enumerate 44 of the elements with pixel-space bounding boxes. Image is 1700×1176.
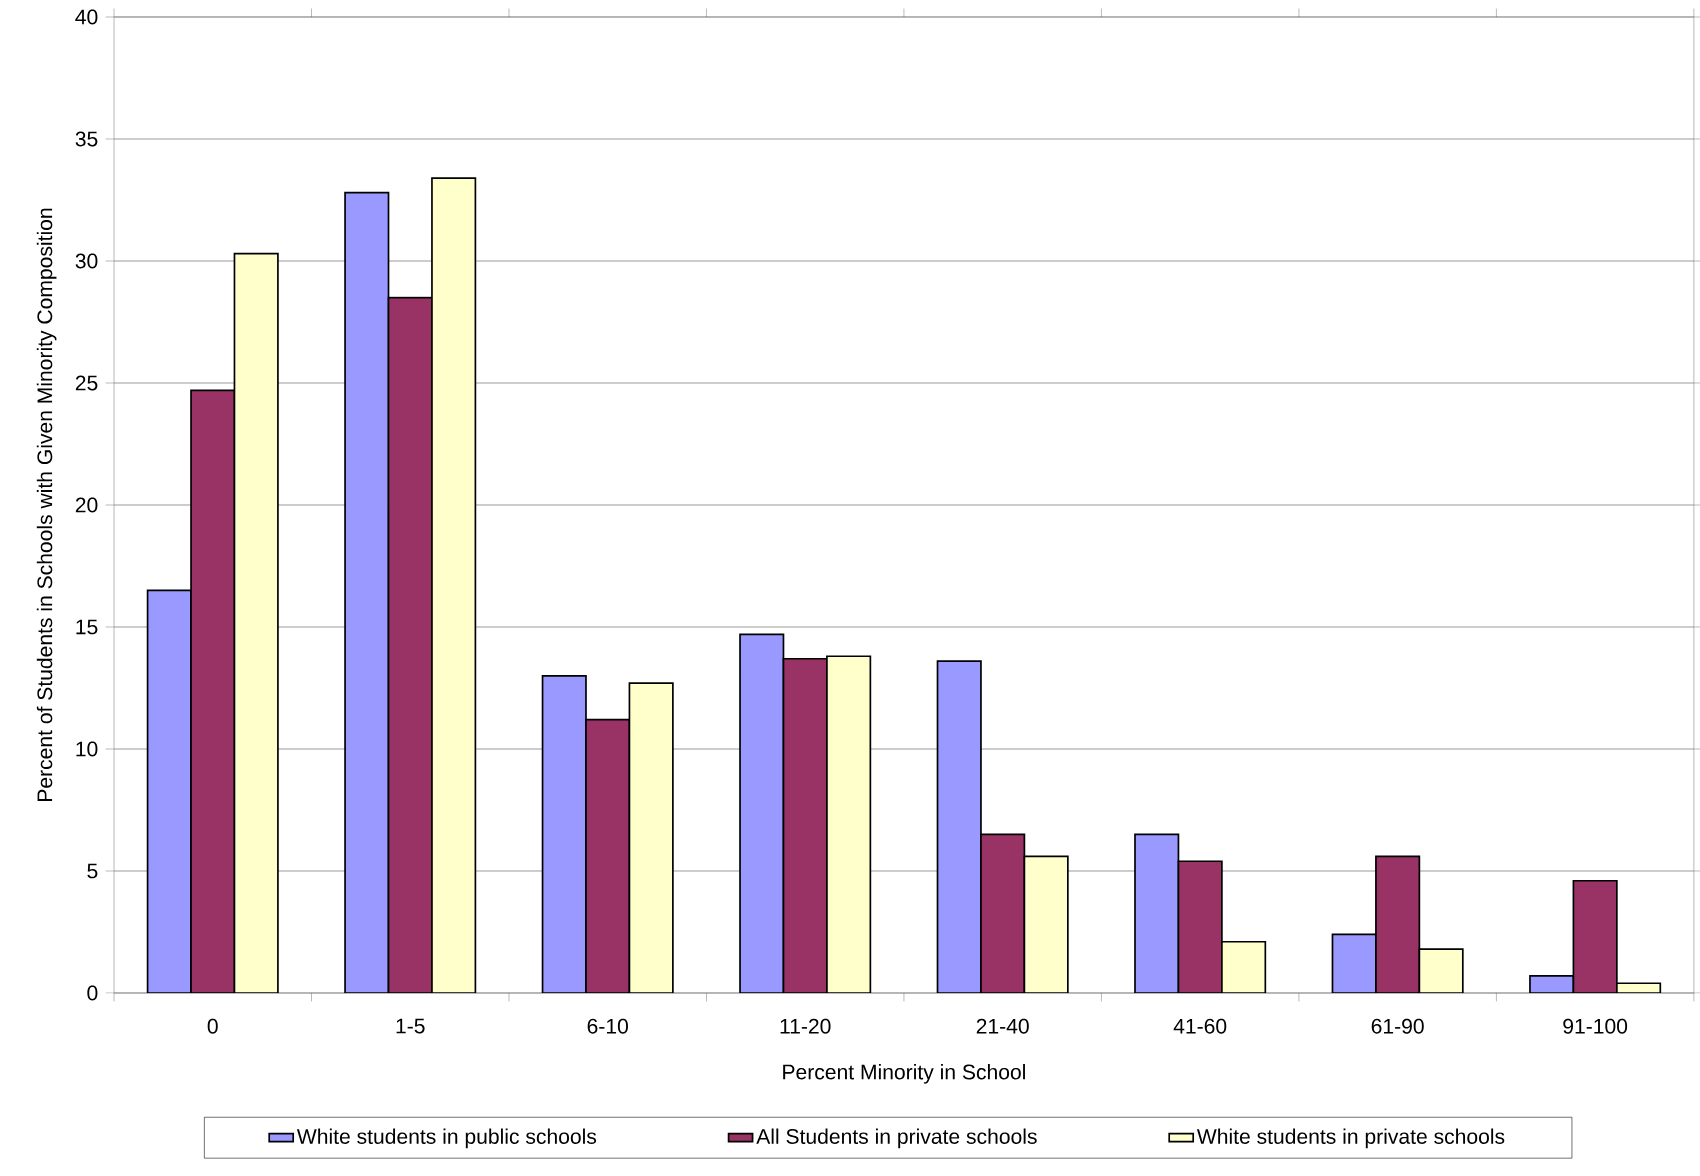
x-axis-title: Percent Minority in School (783, 1064, 1025, 1084)
bar (585, 719, 630, 993)
bar (233, 252, 279, 993)
legend-label: All Students in private schools (756, 1128, 1037, 1149)
bar (629, 683, 673, 993)
x-tick-label: 1-5 (396, 1018, 425, 1034)
x-tick-label: 0 (207, 1018, 218, 1034)
bar (1221, 940, 1267, 993)
bar (1572, 879, 1618, 993)
y-tick-label: 20 (75, 497, 98, 513)
bar (344, 191, 390, 993)
bar (782, 657, 828, 993)
x-tick-label: 41-60 (1173, 1018, 1227, 1034)
legend-label: White students in public schools (296, 1128, 597, 1149)
bar (542, 675, 586, 993)
bar (1134, 833, 1180, 993)
bar (190, 389, 236, 993)
x-tick-label: 6-10 (587, 1018, 628, 1034)
y-tick-label: 30 (75, 253, 98, 269)
y-tick-label: 15 (76, 619, 98, 635)
y-tick-label: 40 (75, 9, 98, 25)
x-tick-label: 11-20 (780, 1018, 831, 1034)
bar (1331, 933, 1377, 993)
y-axis-title: Percent of Students in Schools with Given Minority Composition (36, 208, 57, 801)
bar (387, 296, 433, 993)
y-tick-label: 10 (76, 741, 98, 757)
bar (980, 833, 1026, 993)
bar (431, 177, 477, 993)
x-tick-label: 61-90 (1371, 1018, 1424, 1034)
y-tick-label: 25 (75, 375, 98, 391)
bar (1177, 860, 1223, 993)
bar (146, 589, 192, 993)
x-tick-label: 21-40 (976, 1018, 1029, 1034)
bar (1418, 948, 1464, 993)
bar (1375, 855, 1421, 993)
y-tick-label: 0 (87, 985, 98, 1001)
y-tick-label: 35 (75, 131, 98, 147)
bar (1023, 855, 1069, 993)
legend-label: White students in private schools (1196, 1128, 1505, 1149)
bar (826, 655, 872, 993)
y-tick-label: 5 (87, 863, 98, 879)
x-tick-label: 91-100 (1563, 1018, 1628, 1034)
bar (936, 660, 982, 993)
bar (739, 633, 785, 993)
